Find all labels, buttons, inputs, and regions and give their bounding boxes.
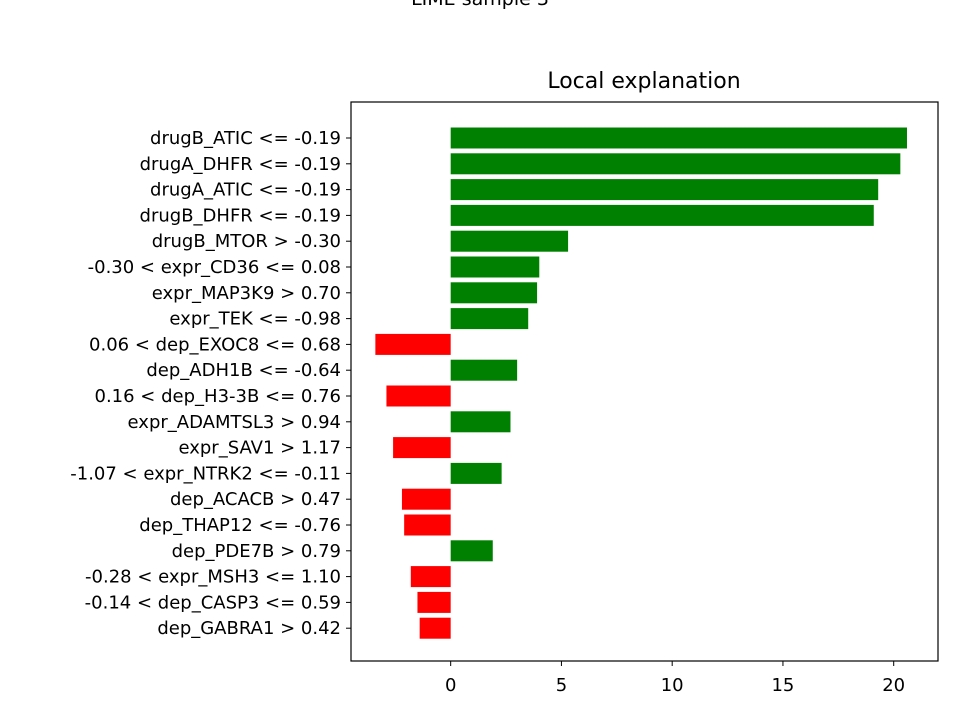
y-tick-label-3: drugB_DHFR <= -0.19	[140, 205, 341, 226]
bar-10	[386, 385, 451, 407]
y-ticks-group: drugB_ATIC <= -0.19 drugA_DHFR <= -0.19 dr…	[70, 128, 351, 639]
x-tick-label-3: 15	[771, 675, 794, 696]
bar-0	[450, 127, 907, 149]
bar-6	[450, 282, 538, 304]
y-tick-label-4: drugB_MTOR > -0.30	[152, 231, 341, 252]
y-tick-label-12: expr_SAV1 > 1.17	[178, 438, 341, 459]
bar-3	[450, 204, 874, 226]
y-tick-label-5: -0.30 < expr_CD36 <= 0.08	[88, 257, 341, 278]
bar-8	[375, 333, 451, 355]
y-tick-label-14: dep_ACACB > 0.47	[170, 489, 341, 510]
bar-13	[450, 462, 502, 484]
x-ticks-group: 0 5 10 15 20	[445, 661, 905, 696]
bar-15	[404, 514, 451, 536]
y-tick-label-18: -0.14 < dep_CASP3 <= 0.59	[85, 592, 341, 613]
bar-11	[450, 411, 511, 433]
chart-title: Local explanation	[547, 69, 740, 94]
y-tick-label-7: expr_TEK <= -0.98	[169, 309, 341, 330]
y-tick-label-1: drugA_DHFR <= -0.19	[140, 154, 341, 175]
plot-frame	[350, 101, 939, 662]
bar-18	[417, 591, 451, 613]
y-tick-label-19: dep_GABRA1 > 0.42	[157, 618, 341, 639]
bar-19	[419, 617, 451, 639]
y-tick-label-2: drugA_ATIC <= -0.19	[150, 180, 341, 201]
y-tick-label-8: 0.06 < dep_EXOC8 <= 0.68	[89, 334, 341, 355]
x-tick-label-1: 5	[556, 675, 567, 696]
bar-5	[450, 256, 540, 278]
bar-12	[393, 437, 451, 459]
bar-4	[450, 230, 569, 252]
figure-title: LIME sample 3	[0, 0, 960, 10]
bar-1	[450, 153, 901, 175]
bar-9	[450, 359, 518, 381]
y-tick-label-17: -0.28 < expr_MSH3 <= 1.10	[85, 567, 341, 588]
bar-2	[450, 179, 879, 201]
bar-7	[450, 308, 529, 330]
bar-16	[450, 540, 493, 562]
bar-14	[401, 488, 451, 510]
y-tick-label-13: -1.07 < expr_NTRK2 <= -0.11	[70, 463, 341, 484]
y-tick-label-16: dep_PDE7B > 0.79	[172, 541, 341, 562]
x-tick-label-0: 0	[445, 675, 456, 696]
bar-17	[410, 566, 451, 588]
x-tick-label-2: 10	[661, 675, 684, 696]
bars-group	[375, 127, 907, 639]
y-tick-label-10: 0.16 < dep_H3-3B <= 0.76	[95, 386, 342, 407]
y-tick-label-9: dep_ADH1B <= -0.64	[146, 360, 341, 381]
x-tick-label-4: 20	[882, 675, 905, 696]
y-tick-label-15: dep_THAP12 <= -0.76	[139, 515, 341, 536]
y-tick-label-6: expr_MAP3K9 > 0.70	[152, 283, 341, 304]
y-tick-label-11: expr_ADAMTSL3 > 0.94	[128, 412, 341, 433]
y-tick-label-0: drugB_ATIC <= -0.19	[150, 128, 341, 149]
